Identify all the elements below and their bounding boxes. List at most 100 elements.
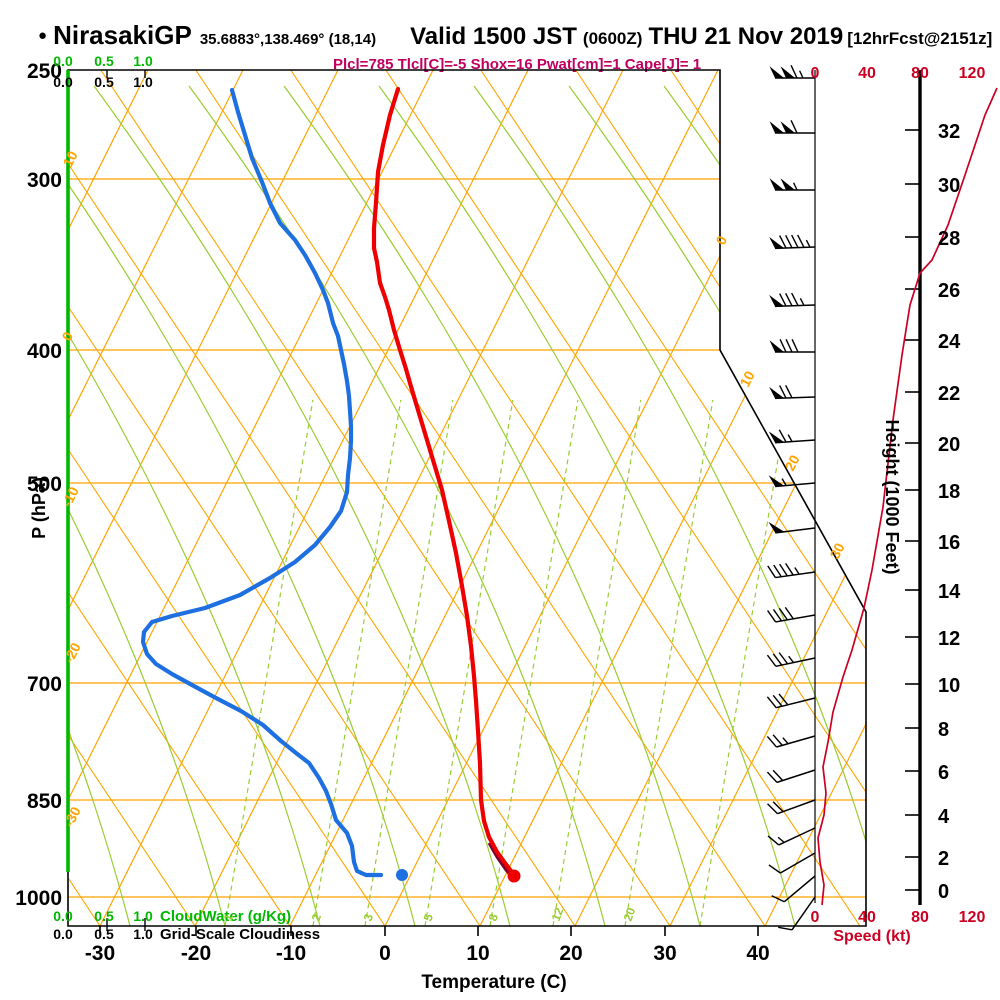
height-axis-title: Height (1000 Feet) <box>882 419 902 574</box>
wind-barb <box>769 385 816 400</box>
title-bar: ● NirasakiGP 35.6883°,138.469° (18,14) Vali… <box>38 20 992 51</box>
pressure-tick-label: 700 <box>27 673 62 696</box>
cloudiness-scale-bottom: 0.5 <box>94 926 114 942</box>
height-tick-label: 14 <box>938 581 961 603</box>
height-tick-label: 0 <box>938 881 949 903</box>
wind-barb <box>767 827 816 846</box>
isotherm-line <box>289 70 719 926</box>
mixing-ratio-label: 20 <box>621 905 639 923</box>
isotherm-label-left: -30 <box>60 804 84 829</box>
pressure-tick-label: 1000 <box>15 887 62 910</box>
mixing-ratio-label: 5 <box>421 912 437 923</box>
dry-adiabat-line <box>68 70 386 926</box>
isotherm-line <box>574 70 866 926</box>
isotherm-line <box>68 70 149 926</box>
isotherm-label-right: 20 <box>781 452 802 473</box>
isotherm-line <box>68 70 244 926</box>
height-tick-label: 20 <box>938 434 960 456</box>
isotherm-label-right: 30 <box>826 540 847 561</box>
valid-date: THU 21 Nov 2019 <box>648 23 844 50</box>
isotherm-label-left: 10 <box>59 148 80 169</box>
height-tick-label: 4 <box>938 806 950 828</box>
speed-tick-label-top: 40 <box>858 65 876 82</box>
cloudwater-scale-top: 1.0 <box>133 53 153 69</box>
speed-tick-label-top: 80 <box>911 65 929 82</box>
wind-barb <box>766 769 816 784</box>
mixing-ratio-line <box>624 399 714 926</box>
wind-barb <box>771 875 816 903</box>
moist-adiabat-line <box>853 85 866 926</box>
isotherm-line <box>764 70 866 926</box>
forecast-tag: [12hrFcst@2151z] <box>847 29 993 48</box>
cloudwater-scale-bottom: 1.0 <box>133 908 153 924</box>
mixing-ratio-line <box>312 399 402 926</box>
height-tick-label: 16 <box>938 532 960 554</box>
speed-tick-label-bottom: 120 <box>959 909 986 926</box>
height-tick-label: 30 <box>938 175 960 197</box>
isotherm-line <box>99 70 529 926</box>
valid-time: Valid 1500 JST <box>410 23 577 50</box>
temp-tick-label: 20 <box>559 942 582 965</box>
height-tick-label: 28 <box>938 228 960 250</box>
mixing-ratio-label: 12 <box>549 905 567 923</box>
moist-adiabat-line <box>68 85 321 926</box>
cloudiness-scale-top: 1.0 <box>133 74 153 90</box>
plot-frame <box>67 69 867 927</box>
pressure-axis-title: P (hPa) <box>29 477 49 539</box>
wind-barb <box>769 339 815 353</box>
wind-barb <box>767 799 816 815</box>
mixing-ratio-line <box>424 399 514 926</box>
wind-barb <box>768 429 816 444</box>
dry-adiabat-line <box>68 70 291 926</box>
moist-adiabat-line <box>378 85 796 926</box>
pressure-tick-label: 300 <box>27 169 62 192</box>
cloudwater-scale-top: 0.5 <box>94 53 114 69</box>
cloudwater-scale-top: 0.0 <box>53 53 73 69</box>
isotherm-line <box>194 70 624 926</box>
mixing-ratio-line <box>364 399 454 926</box>
mixing-ratio-line <box>489 399 579 926</box>
temp-tick-label: 40 <box>746 942 769 965</box>
wind-barb <box>769 120 815 134</box>
moist-adiabat-line <box>283 85 701 926</box>
height-tick-label: 12 <box>938 628 960 650</box>
temp-axis-title: Temperature (C) <box>421 972 566 993</box>
station-dot-icon: ● <box>38 27 48 44</box>
cloudiness-axis-title: Grid-Scale Cloudiness <box>160 926 320 943</box>
pressure-tick-label: 250 <box>27 60 62 83</box>
dry-adiabat-line <box>68 70 481 926</box>
dewpoint-profile <box>140 87 384 878</box>
dry-adiabat-line <box>68 70 576 926</box>
pressure-tick-label: 400 <box>27 340 62 363</box>
isotherm-line <box>384 70 814 926</box>
wind-barb <box>767 606 816 623</box>
speed-tick-label-bottom: 80 <box>911 909 929 926</box>
height-tick-label: 26 <box>938 280 960 302</box>
height-tick-label: 2 <box>938 848 949 870</box>
speed-tick-label-top: 0 <box>811 65 820 82</box>
isotherm-label-left: -20 <box>60 640 84 665</box>
wind-speed-profile <box>817 87 998 906</box>
station-name: NirasakiGP <box>53 20 192 50</box>
wind-barb <box>769 234 816 250</box>
wind-barb <box>768 521 816 534</box>
isotherm-line <box>479 70 866 926</box>
wind-barb <box>768 852 816 874</box>
station-coords: 35.6883°,138.469° (18,14) <box>199 31 377 48</box>
wind-barb <box>769 65 815 79</box>
wind-barb <box>768 475 816 488</box>
temp-tick-label: 30 <box>653 942 676 965</box>
speed-tick-label-bottom: 0 <box>811 909 820 926</box>
valid-zulu: (0600Z) <box>582 29 643 48</box>
isotherm-label-right: 10 <box>736 368 757 389</box>
wind-barb <box>766 734 816 748</box>
speed-axis-title: Speed (kt) <box>833 928 910 945</box>
height-tick-label: 8 <box>938 719 949 741</box>
mixing-ratio-line <box>552 399 642 926</box>
moist-adiabat-line <box>68 85 131 926</box>
wind-barb <box>769 178 815 191</box>
moist-adiabat-line <box>949 86 1000 926</box>
wind-barb <box>778 896 816 931</box>
pressure-tick-label: 500 <box>27 473 62 496</box>
moist-adiabat-line <box>68 85 416 926</box>
